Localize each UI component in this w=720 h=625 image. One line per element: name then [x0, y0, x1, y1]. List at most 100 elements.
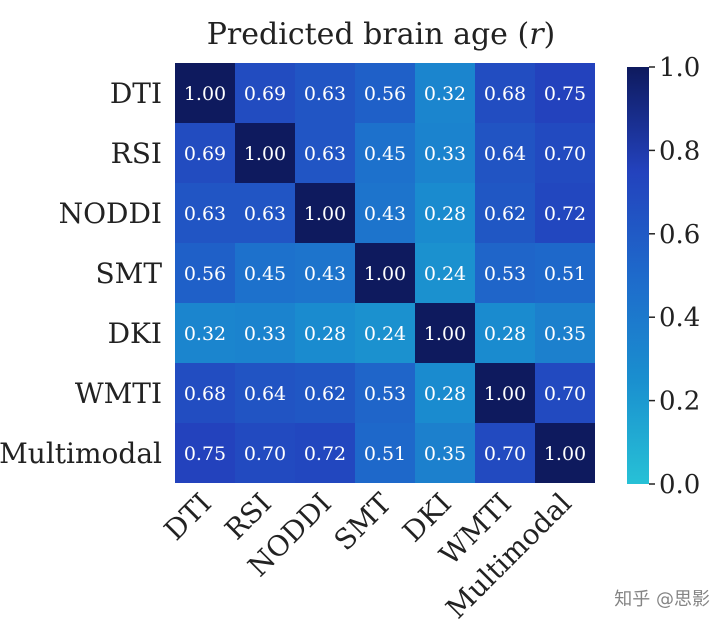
heatmap-cell: [295, 423, 355, 483]
row-label: NODDI: [59, 197, 162, 230]
cell-value-label: 0.63: [304, 83, 346, 105]
colorbar-gradient: [627, 67, 649, 484]
chart-title-paren-open: (: [517, 17, 529, 52]
heatmap-cell: [235, 63, 295, 123]
row-label: DTI: [110, 77, 162, 110]
heatmap-cell: [535, 303, 595, 363]
cell-value-label: 1.00: [544, 443, 586, 465]
chart-title: Predicted brain age (r): [207, 17, 556, 52]
row-label: Multimodal: [0, 437, 162, 470]
cell-value-label: 0.53: [364, 383, 406, 405]
cell-value-label: 0.32: [184, 323, 226, 345]
colorbar: 0.0 0.2 0.4 0.6 0.8 1.0: [627, 53, 700, 500]
cell-value-label: 0.75: [544, 83, 586, 105]
heatmap-cell: [355, 63, 415, 123]
heatmap-cell: [295, 123, 355, 183]
row-label: DKI: [108, 317, 162, 350]
cell-value-label: 1.00: [304, 203, 346, 225]
heatmap-cell: [355, 183, 415, 243]
cell-value-label: 0.45: [364, 143, 406, 165]
colorbar-tick-label: 0.2: [659, 387, 700, 417]
heatmap-cell: [175, 183, 235, 243]
heatmap-cell: [295, 303, 355, 363]
heatmap-cell: [175, 63, 235, 123]
heatmap-cell: [415, 183, 475, 243]
heatmap-cell: [475, 243, 535, 303]
cell-value-label: 0.64: [244, 383, 286, 405]
heatmap-cell: [415, 423, 475, 483]
cell-value-label: 0.70: [544, 143, 586, 165]
heatmap-cell: [415, 363, 475, 423]
colorbar-tick-label: 1.0: [659, 53, 700, 83]
cell-value-label: 0.72: [304, 443, 346, 465]
heatmap-cell: [535, 363, 595, 423]
cell-value-label: 0.63: [304, 143, 346, 165]
heatmap-cell: [475, 183, 535, 243]
cell-value-label: 0.70: [244, 443, 286, 465]
column-label: SMT: [328, 486, 399, 557]
heatmap-cell: [475, 63, 535, 123]
cell-value-label: 0.28: [304, 323, 346, 345]
cell-value-label: 1.00: [184, 83, 226, 105]
heatmap-cell: [535, 183, 595, 243]
cell-value-label: 0.33: [424, 143, 466, 165]
heatmap-cell: [295, 63, 355, 123]
heatmap-cell: [535, 243, 595, 303]
row-label: WMTI: [75, 377, 162, 410]
cell-value-label: 0.35: [424, 443, 466, 465]
cell-value-label: 0.45: [244, 263, 286, 285]
cell-value-label: 0.69: [184, 143, 226, 165]
cell-value-label: 0.43: [304, 263, 346, 285]
heatmap-cell: [475, 423, 535, 483]
cell-value-label: 0.70: [484, 443, 526, 465]
watermark: 知乎 @思影: [614, 589, 710, 610]
cell-value-label: 0.56: [364, 83, 406, 105]
heatmap-cell: [355, 303, 415, 363]
chart-title-main: Predicted brain age: [207, 17, 508, 52]
cell-value-label: 0.70: [544, 383, 586, 405]
heatmap-cell: [235, 363, 295, 423]
cell-value-label: 0.35: [544, 323, 586, 345]
column-label: DTI: [158, 487, 218, 547]
colorbar-tick-label: 0.4: [659, 303, 700, 333]
heatmap-cell: [355, 243, 415, 303]
heatmap-cell: [235, 183, 295, 243]
heatmap-cells: 1.00 0.69 0.63 0.56 0.32 0.68 0.75 0.69 1.00 0.63…: [175, 63, 595, 483]
heatmap-cell: [295, 183, 355, 243]
heatmap-cell: [415, 303, 475, 363]
heatmap-cell: [535, 123, 595, 183]
row-label: SMT: [95, 257, 162, 290]
cell-value-label: 0.53: [484, 263, 526, 285]
heatmap-cell: [175, 363, 235, 423]
cell-value-label: 0.62: [484, 203, 526, 225]
heatmap-cell: [475, 123, 535, 183]
cell-value-label: 0.51: [544, 263, 586, 285]
cell-value-label: 0.63: [244, 203, 286, 225]
cell-value-label: 1.00: [484, 383, 526, 405]
cell-value-label: 1.00: [424, 323, 466, 345]
chart-title-variable: r: [529, 17, 545, 52]
cell-value-label: 0.32: [424, 83, 466, 105]
heatmap-cell: [355, 363, 415, 423]
cell-value-label: 0.33: [244, 323, 286, 345]
cell-value-label: 0.64: [484, 143, 526, 165]
heatmap-cell: [175, 423, 235, 483]
cell-value-label: 1.00: [364, 263, 406, 285]
cell-value-label: 0.43: [364, 203, 406, 225]
colorbar-tick-label: 0.8: [659, 136, 700, 166]
cell-value-label: 0.24: [364, 323, 406, 345]
colorbar-tick-label: 0.0: [659, 470, 700, 500]
heatmap-cell: [235, 123, 295, 183]
cell-value-label: 0.51: [364, 443, 406, 465]
cell-value-label: 0.68: [184, 383, 226, 405]
cell-value-label: 0.72: [544, 203, 586, 225]
heatmap-cell: [475, 303, 535, 363]
cell-value-label: 0.56: [184, 263, 226, 285]
cell-value-label: 0.62: [304, 383, 346, 405]
cell-value-label: 0.75: [184, 443, 226, 465]
chart-title-paren-close: ): [544, 17, 556, 52]
row-label: RSI: [111, 137, 162, 170]
heatmap-cell: [355, 123, 415, 183]
